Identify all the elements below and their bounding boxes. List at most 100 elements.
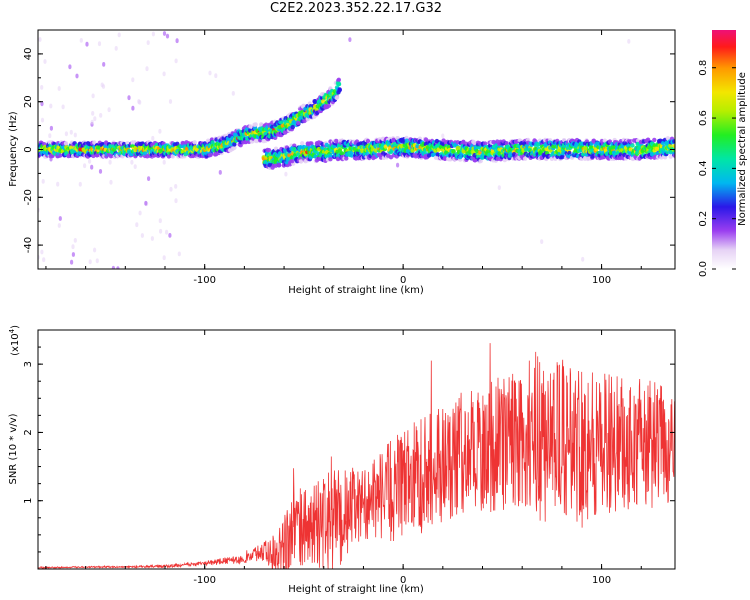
- spectrum-cell: [300, 141, 305, 146]
- spectrum-speckle: [131, 105, 135, 111]
- spectrum-cell: [474, 148, 480, 154]
- spectrum-speckle: [168, 233, 172, 238]
- spectrum-speckle: [174, 58, 178, 64]
- snr-series-line: [38, 343, 675, 569]
- spectrum-speckle: [127, 95, 131, 101]
- spectrum-speckle: [109, 209, 113, 215]
- spectrum-speckle: [56, 181, 60, 187]
- spectrum-speckle: [42, 257, 46, 263]
- spectrum-speckle: [64, 131, 68, 137]
- spectrum-cell: [238, 143, 243, 148]
- spectrum-speckle: [63, 219, 67, 225]
- spectrum-speckle: [106, 230, 110, 236]
- spectrum-speckle: [165, 229, 169, 235]
- bottom-x-tick-label: -100: [193, 575, 216, 586]
- spectrum-speckle: [85, 229, 90, 235]
- colorbar-tick-label: 0.0: [698, 261, 709, 277]
- top-x-tick-label: -100: [193, 275, 216, 286]
- spectrum-cell: [365, 138, 371, 144]
- spectrum-speckle: [133, 196, 137, 201]
- spectrum-speckle: [113, 162, 117, 167]
- spectrum-speckle: [116, 266, 120, 269]
- spectrum-cell: [336, 82, 342, 87]
- spectrum-cell: [210, 140, 215, 145]
- spectrum-cell: [455, 145, 461, 151]
- spectrum-speckle: [122, 170, 126, 175]
- spectrum-speckle: [169, 186, 173, 192]
- spectrum-speckle: [83, 163, 87, 169]
- spectrum-cell: [328, 157, 333, 162]
- spectrum-cell: [652, 137, 657, 143]
- spectrum-speckle: [214, 73, 218, 79]
- spectrum-speckle: [114, 46, 118, 51]
- spectrum-speckle: [151, 31, 155, 37]
- spectrum-speckle: [71, 252, 75, 257]
- spectrum-cell: [296, 120, 301, 126]
- spectrum-cell: [451, 149, 456, 154]
- spectrum-cell: [672, 153, 675, 158]
- spectrum-speckle: [43, 248, 47, 254]
- spectrum-speckle: [109, 179, 113, 185]
- spectrum-cell: [672, 143, 675, 149]
- spectrum-speckle: [135, 222, 139, 228]
- spectrum-cell: [334, 95, 340, 100]
- spectrum-speckle: [150, 236, 154, 241]
- spectrum-speckle: [107, 71, 111, 77]
- spectrum-speckle: [218, 170, 222, 175]
- spectrum-cell: [192, 140, 197, 145]
- spectrum-speckle: [40, 117, 45, 123]
- spectrum-speckle: [58, 216, 62, 221]
- spectrum-speckle: [61, 104, 65, 110]
- spectrum-speckle: [168, 75, 172, 81]
- spectrum-speckle: [57, 223, 61, 228]
- spectrogram-frame: [37, 29, 676, 270]
- spectrum-cell: [349, 153, 354, 158]
- spectrum-speckle: [121, 262, 125, 268]
- spectrum-speckle: [168, 99, 173, 104]
- spectrogram-panel: -100 0 100 40 20 0 -20 -40: [23, 29, 676, 286]
- spectrum-speckle: [78, 181, 82, 187]
- spectrum-speckle: [49, 103, 53, 109]
- spectrum-speckle: [101, 84, 106, 89]
- spectrum-speckle: [108, 159, 112, 165]
- spectrum-speckle: [137, 99, 141, 104]
- spectrum-speckle: [91, 93, 95, 99]
- spectrum-speckle: [111, 265, 115, 269]
- spectrum-speckle: [162, 71, 166, 77]
- spectrum-cell: [63, 141, 69, 146]
- spectrum-cell: [583, 146, 588, 151]
- colorbar-tick-label: 0.8: [698, 60, 709, 76]
- colorbar-tick-label: 0.4: [698, 160, 709, 176]
- snr-panel: -100 0 100 1 2 3: [23, 329, 676, 586]
- spectrum-speckle: [174, 198, 178, 204]
- spectrum-cell: [58, 153, 63, 158]
- spectrum-speckle: [88, 259, 92, 265]
- spectrum-speckle: [85, 41, 89, 47]
- spectrum-cell: [660, 141, 666, 146]
- top-y-tick-label: 0: [23, 146, 34, 152]
- spectrum-speckle: [117, 32, 121, 38]
- spectrum-cell: [259, 122, 264, 127]
- spectrum-speckle: [57, 86, 61, 91]
- spectrum-speckle: [98, 169, 103, 174]
- spectrum-speckle: [162, 255, 166, 261]
- spectrum-speckle: [38, 37, 42, 42]
- spectrum-speckle: [69, 129, 73, 135]
- spectrum-speckle: [497, 185, 501, 191]
- spectrum-speckle: [162, 159, 166, 165]
- top-x-axis-label: Height of straight line (km): [288, 285, 424, 296]
- spectrum-speckle: [627, 39, 631, 44]
- spectrum-cell: [672, 139, 675, 144]
- bottom-x-tick-label: 100: [592, 575, 611, 586]
- spectrum-cell: [276, 162, 282, 168]
- spectrum-cell: [458, 154, 463, 160]
- spectrum-cell: [232, 145, 237, 150]
- spectrum-speckle: [105, 197, 109, 203]
- spectrum-speckle: [159, 228, 163, 234]
- spectrum-speckle: [133, 164, 137, 170]
- spectrum-cell: [482, 141, 488, 146]
- spectrum-speckle: [91, 111, 95, 116]
- spectrum-speckle: [540, 239, 544, 245]
- spectrum-speckle: [146, 40, 150, 45]
